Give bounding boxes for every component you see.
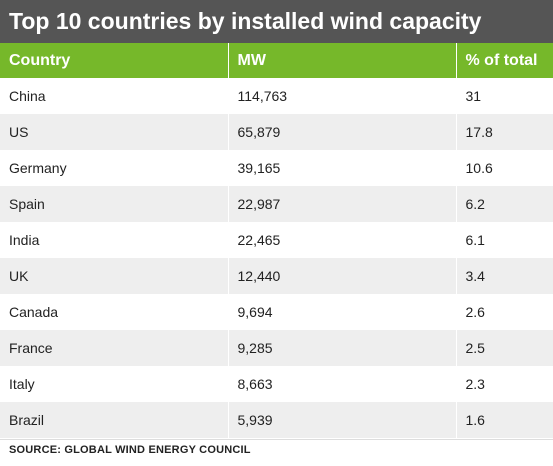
table-body: China 114,763 31 US 65,879 17.8 Germany … — [0, 78, 553, 438]
country-cell: Canada — [0, 294, 228, 330]
mw-cell: 114,763 — [227, 78, 456, 114]
table-row: France 9,285 2.5 — [0, 330, 553, 366]
country-cell: UK — [0, 258, 228, 294]
percent-cell: 6.2 — [455, 186, 553, 222]
percent-cell: 1.6 — [455, 402, 553, 438]
mw-cell: 12,440 — [227, 258, 456, 294]
percent-cell: 2.5 — [455, 330, 553, 366]
column-header-mw: MW — [227, 43, 456, 78]
percent-cell: 2.3 — [455, 366, 553, 402]
percent-cell: 3.4 — [455, 258, 553, 294]
source-note: SOURCE: GLOBAL WIND ENERGY COUNCIL — [9, 444, 251, 456]
country-cell: India — [0, 222, 228, 258]
percent-cell: 17.8 — [455, 114, 553, 150]
header-row: Country MW % of total — [0, 43, 553, 78]
percent-cell: 2.6 — [455, 294, 553, 330]
percent-cell: 31 — [455, 78, 553, 114]
table-row: Brazil 5,939 1.6 — [0, 402, 553, 438]
table-row: Italy 8,663 2.3 — [0, 366, 553, 402]
table-row: China 114,763 31 — [0, 78, 553, 114]
percent-cell: 10.6 — [455, 150, 553, 186]
source-divider — [0, 439, 553, 440]
mw-cell: 5,939 — [227, 402, 456, 438]
mw-cell: 65,879 — [227, 114, 456, 150]
table-row: Spain 22,987 6.2 — [0, 186, 553, 222]
table-row: Canada 9,694 2.6 — [0, 294, 553, 330]
column-header-percent: % of total — [455, 43, 553, 78]
percent-cell: 6.1 — [455, 222, 553, 258]
mw-cell: 9,694 — [227, 294, 456, 330]
table-row: UK 12,440 3.4 — [0, 258, 553, 294]
country-cell: China — [0, 78, 228, 114]
country-cell: Italy — [0, 366, 228, 402]
column-header-country: Country — [0, 43, 228, 78]
country-cell: Spain — [0, 186, 228, 222]
mw-cell: 9,285 — [227, 330, 456, 366]
country-cell: US — [0, 114, 228, 150]
mw-cell: 22,465 — [227, 222, 456, 258]
country-cell: Germany — [0, 150, 228, 186]
table-header: Country MW % of total — [0, 43, 553, 78]
country-cell: France — [0, 330, 228, 366]
table-row: Germany 39,165 10.6 — [0, 150, 553, 186]
table-row: India 22,465 6.1 — [0, 222, 553, 258]
table-row: US 65,879 17.8 — [0, 114, 553, 150]
mw-cell: 39,165 — [227, 150, 456, 186]
table-title: Top 10 countries by installed wind capac… — [0, 0, 553, 43]
mw-cell: 22,987 — [227, 186, 456, 222]
country-cell: Brazil — [0, 402, 228, 438]
mw-cell: 8,663 — [227, 366, 456, 402]
wind-capacity-table: Country MW % of total China 114,763 31 U… — [0, 43, 553, 438]
